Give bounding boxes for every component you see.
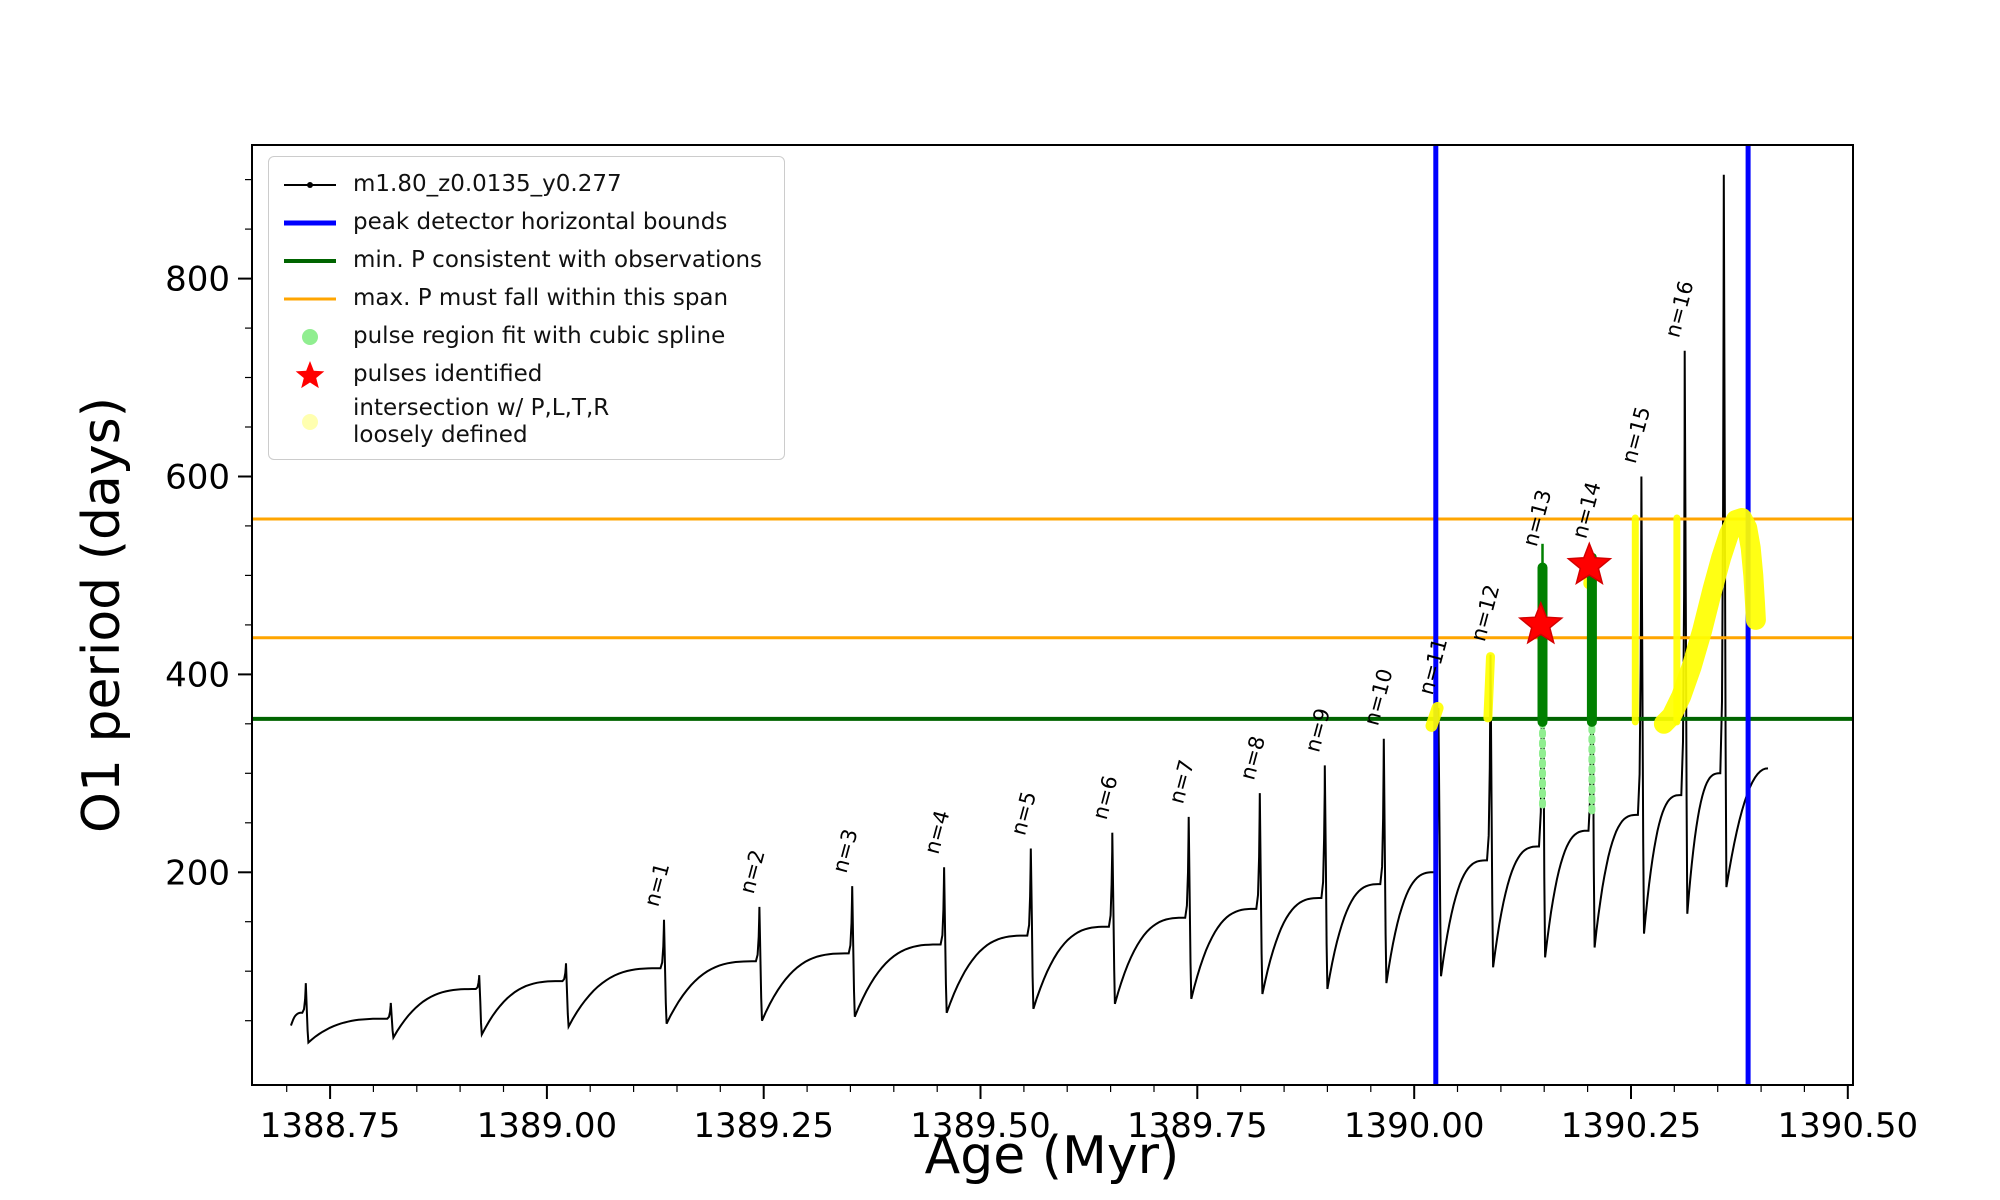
legend-item-series: m1.80_z0.0135_y0.277 [281,167,762,203]
legend: m1.80_z0.0135_y0.277 peak detector horiz… [268,156,786,461]
legend-item-max-span: max. P must fall within this span [281,281,762,317]
legend-item-spline-fit: pulse region fit with cubic spline [281,319,762,355]
min-period-line-icon [281,245,339,277]
x-tick-label: 1390.00 [1344,1106,1485,1146]
legend-label: min. P consistent with observations [353,247,763,274]
pulse-identified-star [1517,600,1564,645]
x-tick-label: 1388.75 [260,1106,401,1146]
y-tick-label: 600 [165,458,230,498]
spline-dot-icon [281,321,339,353]
intersection-region [1653,508,1766,734]
blue-bounds-line-icon [281,207,339,239]
x-tick-label: 1390.25 [1561,1106,1702,1146]
legend-item-pulses: pulses identified [281,357,762,393]
y-tick-label: 200 [165,853,230,893]
max-period-line-icon [281,283,339,315]
y-tick-label: 400 [165,655,230,695]
intersection-region [1425,702,1444,732]
x-tick-label: 1389.50 [910,1106,1051,1146]
x-tick-label: 1389.25 [693,1106,834,1146]
x-axis-label: Age (Myr) [924,1126,1180,1186]
axes-frame [251,144,1854,1086]
x-tick-label: 1390.50 [1777,1106,1918,1146]
data-series-line-icon [281,169,339,201]
legend-label: m1.80_z0.0135_y0.277 [353,171,622,198]
legend-item-peak-bounds: peak detector horizontal bounds [281,205,762,241]
legend-label: intersection w/ P,L,T,R loosely defined [353,395,610,449]
legend-label: max. P must fall within this span [353,285,729,312]
pulse-star-icon [281,359,339,391]
legend-item-min-period: min. P consistent with observations [281,243,762,279]
intersection-region [1483,652,1495,723]
intersection-dot-icon [281,406,339,438]
data-series-curve [290,174,1769,1045]
legend-item-intersection: intersection w/ P,L,T,R loosely defined [281,395,762,449]
x-tick-label: 1389.75 [1127,1106,1268,1146]
legend-label: peak detector horizontal bounds [353,209,728,236]
y-axis-label: O1 period (days) [72,396,132,834]
y-tick-label: 800 [165,260,230,300]
pulse-identified-star [1566,541,1613,585]
x-tick-label: 1389.00 [477,1106,618,1146]
legend-label: pulse region fit with cubic spline [353,323,726,350]
legend-label: pulses identified [353,361,543,388]
